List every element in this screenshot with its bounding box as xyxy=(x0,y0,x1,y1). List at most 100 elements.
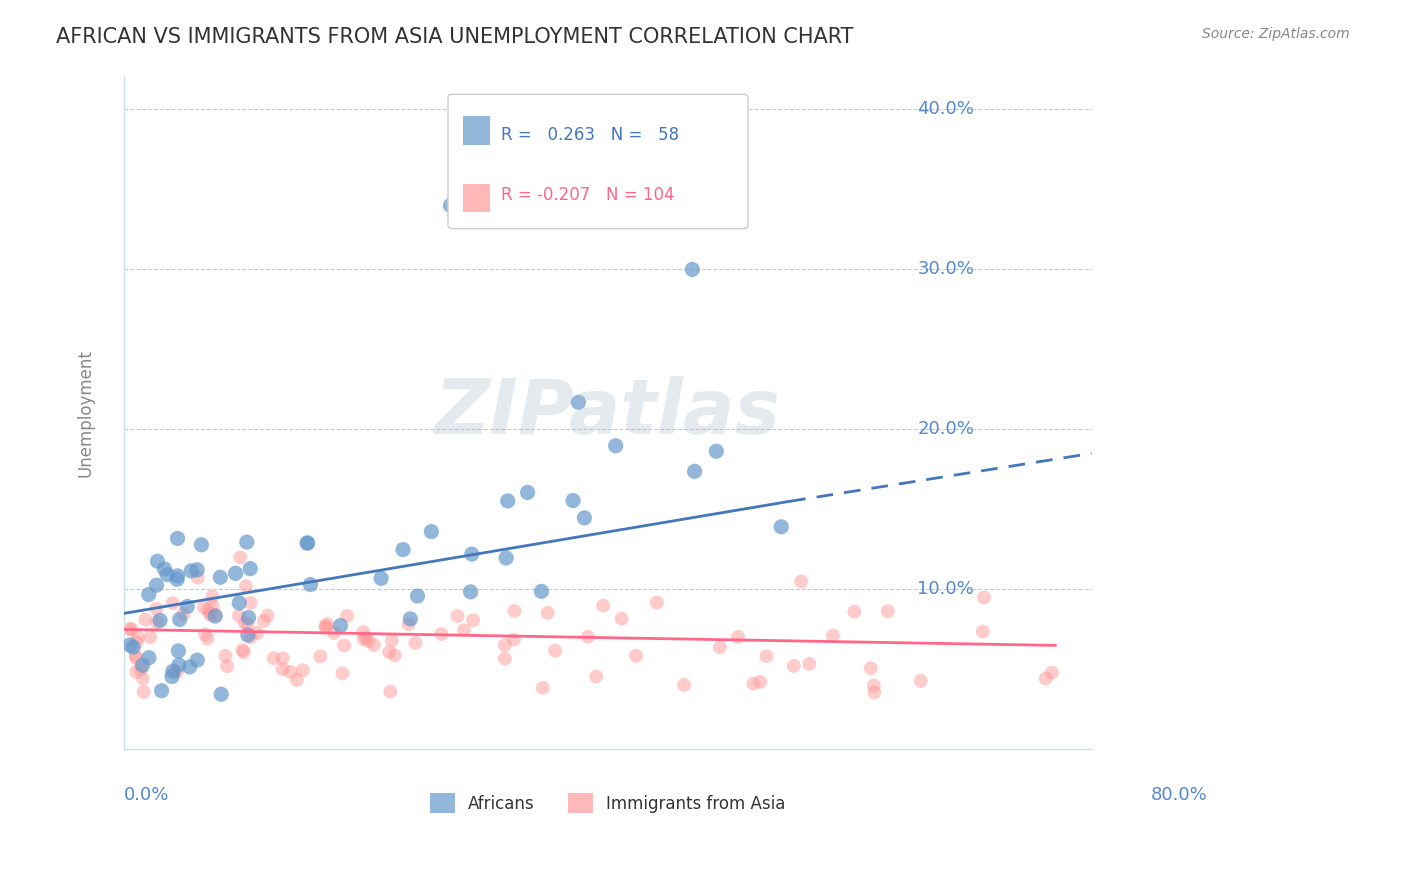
FancyBboxPatch shape xyxy=(449,95,748,228)
Point xyxy=(576,630,599,644)
Point xyxy=(198,607,221,621)
Point xyxy=(239,630,262,644)
Point xyxy=(186,563,208,577)
Point xyxy=(799,657,821,671)
Point xyxy=(167,657,190,672)
Point xyxy=(134,612,156,626)
Bar xyxy=(463,184,489,211)
Point xyxy=(160,669,183,683)
Point xyxy=(176,599,198,614)
Point xyxy=(430,627,453,641)
Point xyxy=(187,571,209,585)
Point xyxy=(166,665,188,679)
Point xyxy=(228,608,250,623)
Point xyxy=(280,665,302,679)
Point xyxy=(125,635,148,649)
Point xyxy=(166,532,188,546)
Point xyxy=(727,630,749,644)
Point xyxy=(169,612,191,626)
Point xyxy=(453,623,475,637)
Point xyxy=(132,685,155,699)
Point xyxy=(645,596,668,610)
Point xyxy=(129,662,152,676)
Point xyxy=(179,660,201,674)
Point xyxy=(567,395,589,409)
Point xyxy=(233,616,256,631)
Legend: Africans, Immigrants from Asia: Africans, Immigrants from Asia xyxy=(422,785,794,822)
Point xyxy=(972,624,994,639)
Point xyxy=(162,596,184,610)
Point xyxy=(271,662,294,676)
Point xyxy=(859,661,882,675)
Text: ZIPatlas: ZIPatlas xyxy=(434,376,780,450)
Point xyxy=(201,599,224,613)
Point xyxy=(145,578,167,592)
Text: 80.0%: 80.0% xyxy=(1152,787,1208,805)
Point xyxy=(291,663,314,677)
Point xyxy=(461,547,484,561)
Point xyxy=(146,554,169,568)
Point xyxy=(384,648,406,663)
Point xyxy=(200,607,222,622)
Text: AFRICAN VS IMMIGRANTS FROM ASIA UNEMPLOYMENT CORRELATION CHART: AFRICAN VS IMMIGRANTS FROM ASIA UNEMPLOY… xyxy=(56,27,853,46)
Point xyxy=(201,590,224,604)
Point xyxy=(120,623,142,637)
Point xyxy=(162,664,184,678)
Point xyxy=(333,639,356,653)
Point xyxy=(844,605,866,619)
Point xyxy=(214,648,236,663)
Point xyxy=(420,524,443,539)
Point xyxy=(193,600,215,615)
Point xyxy=(585,669,607,683)
Point xyxy=(353,632,375,646)
Point xyxy=(253,614,276,628)
Point xyxy=(363,638,385,652)
Point xyxy=(167,644,190,658)
Point xyxy=(146,615,169,630)
Point xyxy=(295,536,318,550)
Point xyxy=(138,650,160,665)
Point xyxy=(118,638,141,652)
Point xyxy=(380,684,402,698)
Point xyxy=(494,651,516,665)
Point xyxy=(125,665,148,679)
Point xyxy=(236,617,259,632)
Point xyxy=(139,630,162,644)
Point xyxy=(209,570,232,584)
Point xyxy=(236,628,259,642)
Point xyxy=(314,619,336,633)
Point xyxy=(239,596,262,610)
Point xyxy=(299,577,322,591)
Point xyxy=(163,665,186,679)
Point xyxy=(235,579,257,593)
Point xyxy=(236,535,259,549)
Point xyxy=(494,638,516,652)
Point xyxy=(256,608,278,623)
Point xyxy=(502,632,524,647)
Point xyxy=(544,644,567,658)
Point xyxy=(392,542,415,557)
Point xyxy=(381,633,404,648)
Point xyxy=(562,493,585,508)
Point xyxy=(357,634,380,648)
Point xyxy=(496,494,519,508)
Point xyxy=(239,561,262,575)
Point xyxy=(531,681,554,695)
Point xyxy=(127,631,149,645)
Point xyxy=(132,672,155,686)
Point xyxy=(229,550,252,565)
Point xyxy=(323,625,346,640)
Text: R =   0.263   N =   58: R = 0.263 N = 58 xyxy=(501,126,679,144)
Point xyxy=(232,645,254,659)
Point xyxy=(271,651,294,665)
Text: 20.0%: 20.0% xyxy=(917,420,974,438)
Bar xyxy=(463,117,489,145)
Point xyxy=(516,485,538,500)
Point xyxy=(404,636,426,650)
Point xyxy=(770,520,793,534)
Point xyxy=(863,685,886,699)
Point xyxy=(131,658,153,673)
Point xyxy=(125,650,148,665)
Point xyxy=(1040,665,1063,680)
Text: R = -0.207   N = 104: R = -0.207 N = 104 xyxy=(501,186,675,204)
